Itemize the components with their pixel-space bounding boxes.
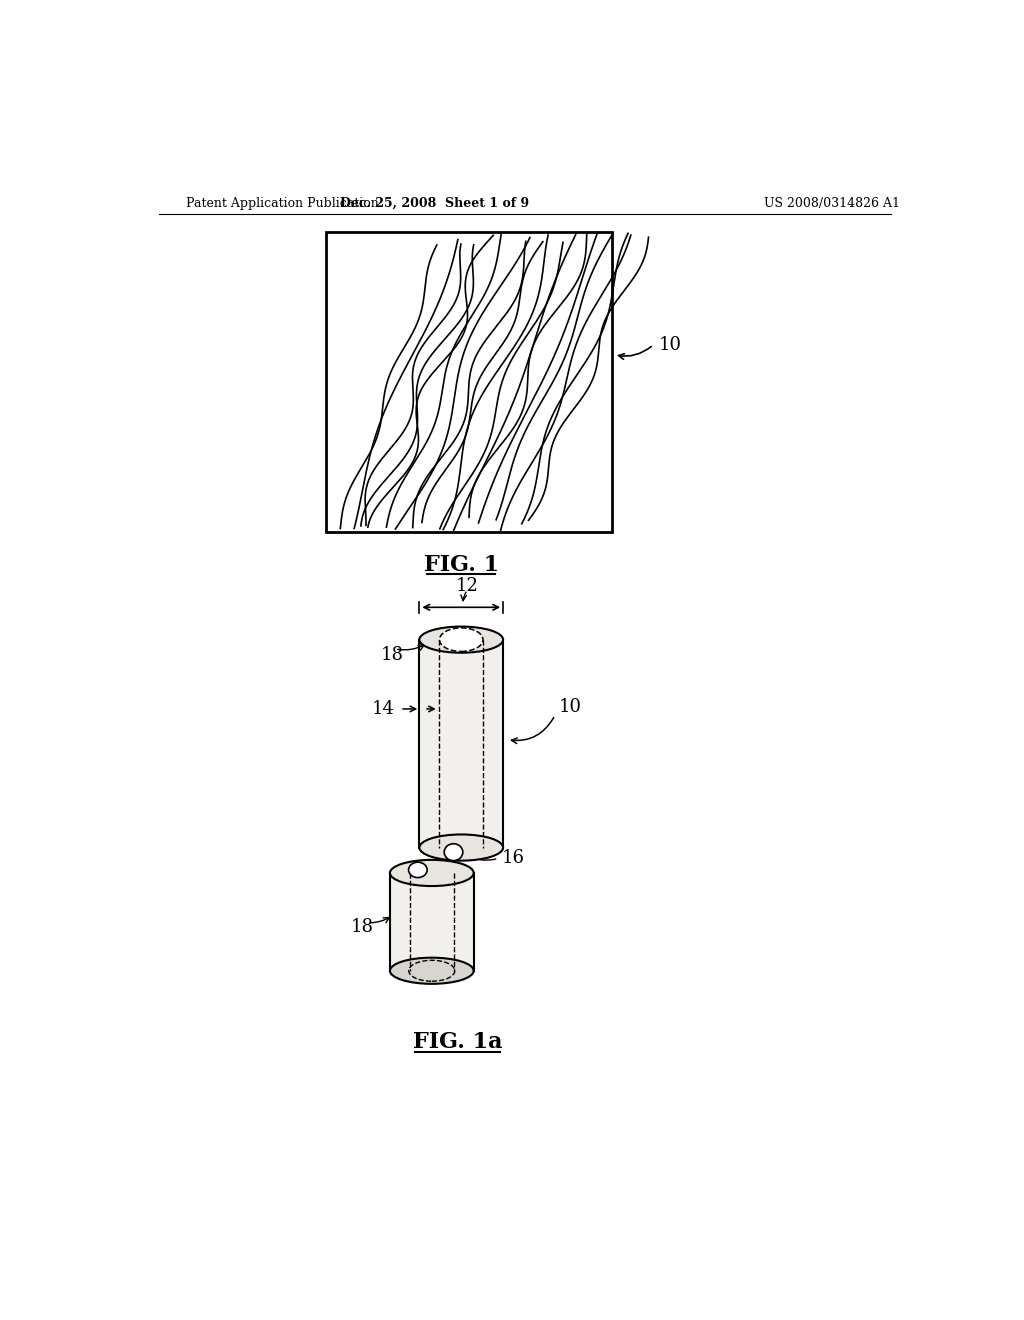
Bar [390,873,474,970]
Text: 18: 18 [381,645,403,664]
Ellipse shape [390,958,474,983]
Text: US 2008/0314826 A1: US 2008/0314826 A1 [764,197,899,210]
Text: FIG. 1a: FIG. 1a [413,1031,502,1053]
Text: Patent Application Publication: Patent Application Publication [186,197,379,210]
Text: 14: 14 [372,700,394,718]
Bar [420,640,503,847]
Ellipse shape [420,627,503,653]
Text: Dec. 25, 2008  Sheet 1 of 9: Dec. 25, 2008 Sheet 1 of 9 [340,197,528,210]
Text: 10: 10 [559,698,582,717]
Text: 16: 16 [502,849,524,867]
Text: FIG. 1: FIG. 1 [424,554,499,576]
Text: 18: 18 [351,917,374,936]
Ellipse shape [439,628,483,652]
Ellipse shape [420,834,503,861]
Text: 10: 10 [658,335,682,354]
Ellipse shape [409,862,427,878]
Bar [326,231,612,532]
Ellipse shape [390,859,474,886]
Ellipse shape [444,843,463,861]
Text: 12: 12 [456,577,479,595]
